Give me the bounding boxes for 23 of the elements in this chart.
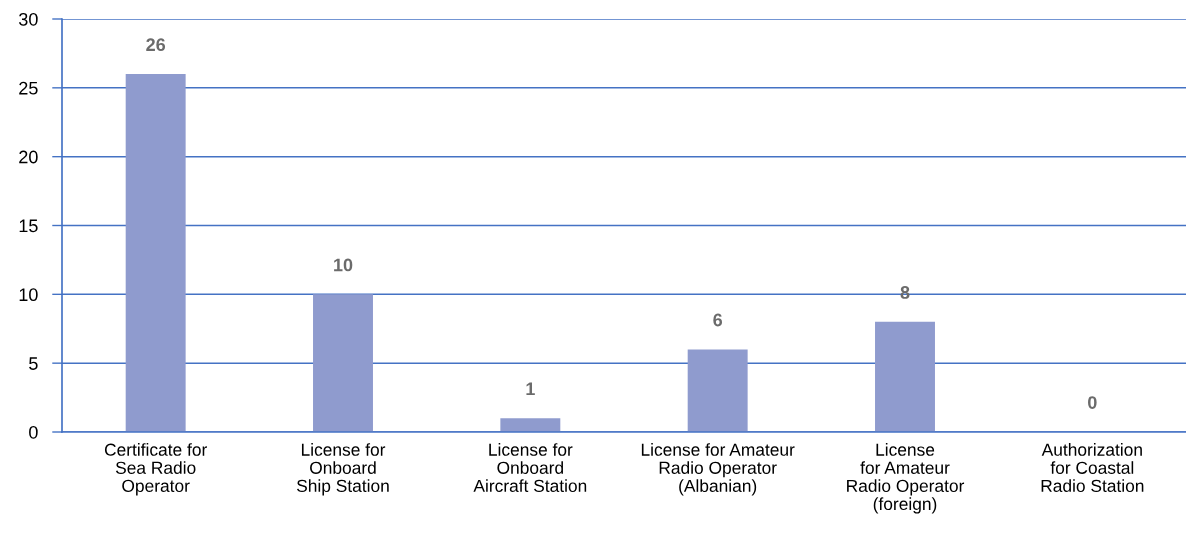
data-label: 6 [713, 313, 723, 327]
y-tick-label: 10 [19, 288, 38, 302]
x-tick-label: Authorization for Coastal Radio Station [1041, 443, 1144, 493]
x-tick-label: License for Amateur Radio Operator (Albanian) [641, 443, 795, 496]
y-tick-label: 0 [29, 425, 38, 439]
x-tick-label: License for Onboard Aircraft Station [473, 443, 587, 493]
x-tick-label: Certificate for Sea Radio Operator [104, 443, 207, 496]
bar [875, 321, 935, 432]
y-tick-label: 15 [19, 219, 38, 233]
bar [125, 74, 186, 432]
data-label: 1 [526, 382, 535, 396]
y-tick-label: 5 [29, 357, 38, 370]
bar [313, 294, 373, 432]
data-label: 26 [146, 38, 166, 52]
bar [500, 418, 561, 432]
data-label: 10 [334, 258, 353, 272]
x-tick-label: License for Onboard Ship Station [296, 443, 389, 496]
data-label: 0 [1088, 396, 1097, 409]
y-tick-label: 30 [19, 12, 38, 26]
y-tick-label: 20 [19, 150, 38, 164]
y-tick-label: 25 [19, 81, 38, 95]
bar [687, 349, 748, 432]
x-tick-label: License for Amateur Radio Operator (foreign) [847, 443, 965, 514]
